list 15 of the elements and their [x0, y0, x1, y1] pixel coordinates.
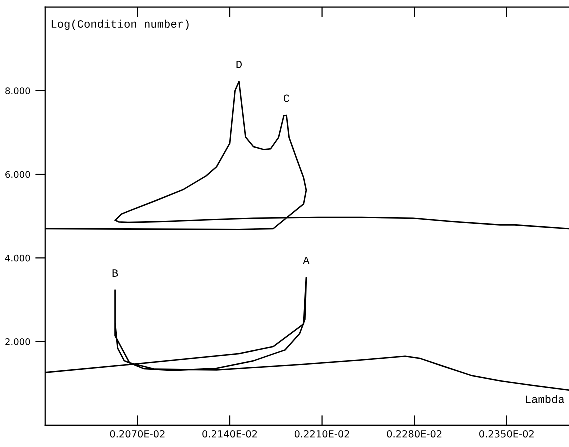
y-tick-label: 2.000	[6, 338, 30, 346]
y-axis-title: Log(Condition number)	[52, 20, 189, 30]
annotation: D	[236, 60, 242, 68]
annotation: A	[303, 257, 310, 264]
x-tick-label: 0.2280E-02	[387, 430, 442, 438]
y-tick-label: 4.000	[5, 254, 30, 262]
y-tick-label: 8.000	[6, 88, 30, 94]
x-tick-label: 0.2210E-02	[294, 430, 350, 438]
y-tick-label: 6.000	[6, 171, 30, 178]
x-tick-label: 0.2140E-02	[202, 430, 258, 438]
annotation: B	[112, 270, 118, 277]
x-tick-label: 0.2070E-02	[110, 430, 165, 438]
x-axis-title: Lambda	[526, 395, 565, 404]
annotation: C	[284, 94, 290, 102]
x-tick-label: 0.2350E-02	[480, 430, 534, 438]
